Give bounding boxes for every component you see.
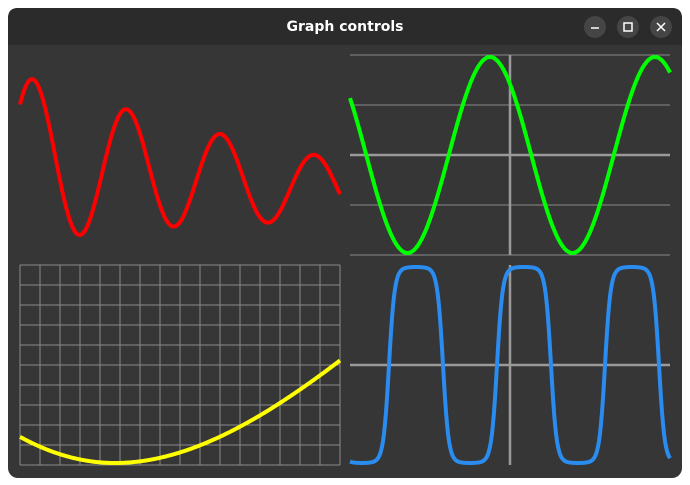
window-frame bbox=[8, 8, 682, 478]
title-bar bbox=[8, 8, 682, 45]
graphs bbox=[18, 54, 672, 466]
red-curve bbox=[18, 77, 342, 237]
green-curve bbox=[348, 54, 672, 255]
blue-curve bbox=[349, 265, 672, 465]
yellow-curve bbox=[19, 358, 342, 465]
close-button[interactable] bbox=[650, 16, 672, 38]
maximize-button[interactable] bbox=[617, 16, 639, 38]
minimize-button[interactable] bbox=[584, 16, 606, 38]
window-title: Graph controls bbox=[287, 19, 404, 35]
